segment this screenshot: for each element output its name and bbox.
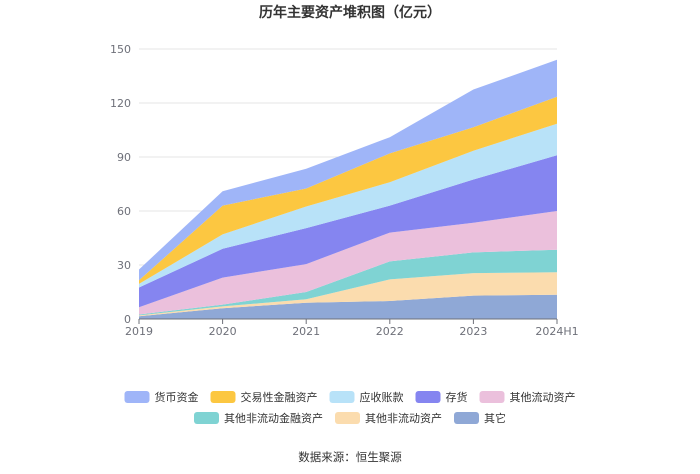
x-tick-label: 2020 (209, 325, 237, 338)
legend-swatch (194, 412, 219, 424)
legend-item[interactable]: 货币资金 (124, 390, 199, 404)
y-tick-label: 120 (110, 97, 131, 110)
legend-label: 交易性金融资产 (241, 390, 318, 404)
legend-label: 货币资金 (155, 390, 199, 404)
legend-swatch (454, 412, 479, 424)
axes: 2019 2020 2021 2022 2023 2024H1 (125, 318, 579, 338)
legend-label: 其它 (484, 411, 506, 425)
legend-item[interactable]: 应收账款 (329, 390, 404, 404)
area-series-3 (139, 249, 557, 316)
legend-swatch (210, 391, 236, 403)
area-series-5 (139, 155, 557, 308)
y-tick-label: 90 (117, 151, 131, 164)
y-tick-label: 60 (117, 205, 131, 218)
legend-swatch (479, 391, 505, 403)
y-tick-label: 0 (124, 313, 131, 326)
legend-label: 其他流动资产 (510, 390, 576, 404)
legend-item[interactable]: 其他非流动金融资产 (194, 411, 323, 425)
x-tick-label: 2022 (376, 325, 404, 338)
legend-item[interactable]: 其他非流动资产 (335, 411, 442, 425)
plot-area (139, 59, 557, 319)
x-tick-label: 2021 (292, 325, 320, 338)
legend-item[interactable]: 存货 (415, 390, 468, 404)
legend-label: 其他非流动资产 (365, 411, 442, 425)
legend-item[interactable]: 其他流动资产 (479, 390, 576, 404)
area-series-6 (139, 123, 557, 288)
area-series-8 (139, 59, 557, 281)
legend-item[interactable]: 交易性金融资产 (210, 390, 318, 404)
chart-title: 历年主要资产堆积图（亿元） (259, 4, 441, 21)
y-tick-label: 30 (117, 259, 131, 272)
legend-label: 应收账款 (360, 390, 404, 404)
area-series-4 (139, 211, 557, 315)
area-series-2 (139, 272, 557, 317)
legend-swatch (124, 391, 150, 403)
legend-swatch (415, 391, 441, 403)
area-series-7 (139, 96, 557, 284)
x-tick-label: 2023 (459, 325, 487, 338)
area-series-1 (139, 294, 557, 319)
x-tick-label: 2024H1 (535, 325, 578, 338)
data-source: 数据来源：恒生聚源 (298, 450, 402, 464)
legend-label: 其他非流动金融资产 (224, 411, 323, 425)
legend-swatch (329, 391, 355, 403)
legend-swatch (335, 412, 360, 424)
legend-label: 存货 (446, 390, 468, 404)
legend-item[interactable]: 其它 (454, 411, 506, 425)
y-tick-label: 150 (110, 43, 131, 56)
x-tick-label: 2019 (125, 325, 153, 338)
